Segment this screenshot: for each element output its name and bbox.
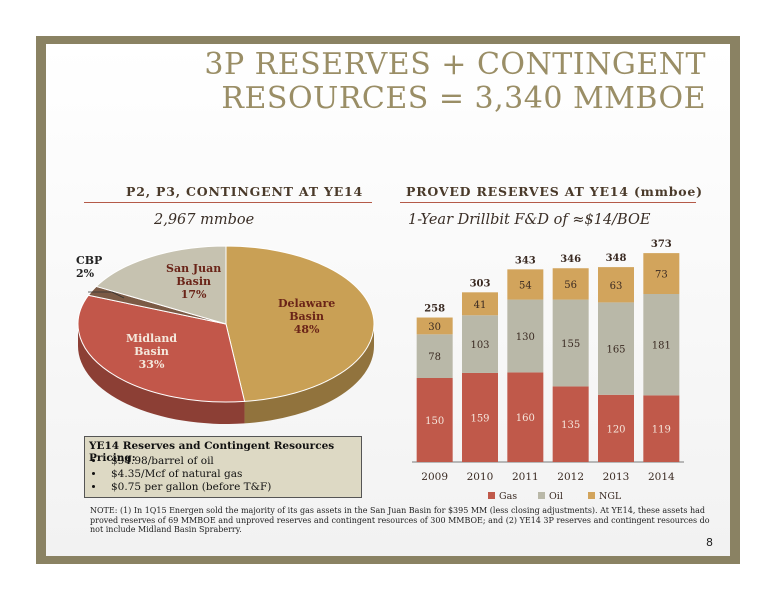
pie-label-cbp-pct: 2% — [76, 267, 95, 280]
bar-gas-2009 — [416, 378, 453, 462]
pricing-list: $94.98/barrel of oil $4.35/Mcf of natura… — [85, 455, 271, 494]
data-label-ngl-2009: 30 — [428, 322, 441, 333]
pie-label-midland-pct: 33% — [138, 358, 165, 371]
bar-gas-2013 — [598, 394, 634, 462]
cbp-leader-arrow — [111, 291, 125, 299]
x-tick-label-2014: 2014 — [648, 471, 675, 483]
bar-gas-2010 — [462, 372, 498, 462]
data-label-gas-2014: 119 — [652, 425, 671, 436]
data-label-gas-2013: 120 — [606, 424, 625, 435]
pie-label-san-juan-pct: 17% — [180, 288, 207, 301]
data-label-oil-2013: 165 — [606, 345, 625, 356]
slide-title: 3P RESERVES + CONTINGENT RESOURCES = 3,3… — [46, 48, 706, 116]
legend-swatch-oil — [538, 492, 545, 499]
right-section-subheading: 1-Year Drillbit F&D of ≈$14/BOE — [408, 212, 651, 228]
pie-label-san-juan: San Juan Basin 17% — [166, 262, 221, 301]
pricing-heading: YE14 Reserves and Contingent Resources P… — [89, 440, 335, 464]
legend-label-oil: Oil — [549, 491, 563, 502]
left-section-heading: P2, P3, CONTINGENT AT YE14 — [126, 184, 364, 199]
slide: 3P RESERVES + CONTINGENT RESOURCES = 3,3… — [46, 44, 730, 556]
pie-slice-0 — [225, 245, 375, 402]
right-heading-rule — [400, 202, 696, 203]
pie-label-delaware-pct: 48% — [293, 323, 320, 336]
bar-gas-2011 — [507, 372, 544, 462]
pie-label-delaware-line2: Basin — [289, 310, 325, 323]
data-label-oil-2011: 130 — [516, 332, 535, 343]
total-label-2013: 348 — [606, 253, 627, 264]
pie-label-midland: Midland Basin 33% — [126, 332, 177, 371]
bar-oil-2011 — [507, 299, 544, 373]
pie-label-san-juan-line2: Basin — [176, 275, 212, 288]
data-label-oil-2012: 155 — [561, 339, 580, 350]
bar-ngl-2011 — [507, 269, 544, 300]
x-tick-label-2012: 2012 — [557, 471, 584, 483]
pie-label-delaware-line1: Delaware — [278, 297, 336, 310]
pie-label-midland-line2: Basin — [134, 345, 169, 358]
bar-gas-2014 — [643, 395, 680, 462]
data-label-oil-2010: 103 — [470, 340, 489, 351]
x-tick-label-2010: 2010 — [467, 471, 494, 483]
bar-ngl-2010 — [462, 292, 498, 316]
page-number: 8 — [706, 536, 713, 549]
total-label-2012: 346 — [560, 254, 581, 265]
data-label-ngl-2013: 63 — [610, 281, 623, 292]
pie-slice-3 — [95, 245, 227, 325]
data-label-ngl-2012: 56 — [564, 280, 577, 291]
legend-swatch-ngl — [588, 492, 595, 499]
data-label-gas-2010: 159 — [470, 413, 489, 424]
left-heading-rule — [84, 202, 372, 203]
x-tick-label-2013: 2013 — [603, 471, 630, 483]
right-section-heading: PROVED RESERVES AT YE14 (mmboe) — [406, 184, 703, 199]
title-line-1: 3P RESERVES + CONTINGENT — [204, 47, 706, 82]
data-label-ngl-2011: 54 — [519, 280, 532, 291]
pricing-item-gas: $4.35/Mcf of natural gas — [105, 468, 271, 481]
pie-chart — [77, 245, 375, 424]
total-label-2011: 343 — [515, 255, 536, 266]
bar-ngl-2012 — [552, 268, 589, 300]
x-tick-label-2009: 2009 — [421, 471, 448, 483]
pie-slices — [77, 245, 375, 424]
left-section-subheading: 2,967 mmboe — [154, 212, 255, 228]
pricing-item-oil: $94.98/barrel of oil — [105, 455, 271, 468]
data-label-gas-2012: 135 — [561, 420, 580, 431]
pie-label-midland-line1: Midland — [126, 332, 178, 345]
pie-side-1 — [78, 324, 245, 424]
bar-ngl-2009 — [416, 317, 453, 335]
x-tick-label-2011: 2011 — [512, 471, 539, 483]
data-label-ngl-2010: 41 — [474, 300, 487, 311]
data-label-ngl-2014: 73 — [655, 270, 668, 281]
legend-label-ngl: NGL — [599, 491, 622, 502]
pie-slice-1 — [77, 294, 246, 403]
pie-label-cbp: CBP 2% — [76, 254, 102, 280]
data-label-oil-2014: 181 — [652, 341, 671, 352]
legend-label-gas: Gas — [499, 491, 517, 502]
footnote: NOTE: (1) In 1Q15 Energen sold the major… — [90, 506, 710, 534]
bar-oil-2012 — [552, 299, 589, 387]
total-label-2010: 303 — [470, 278, 491, 289]
legend-swatch-gas — [488, 492, 495, 499]
pie-side-0 — [244, 324, 374, 424]
bar-oil-2009 — [416, 334, 453, 378]
pie-label-cbp-line1: CBP — [76, 254, 103, 267]
total-label-2009: 258 — [424, 304, 445, 315]
pricing-item-ngl: $0.75 per gallon (before T&F) — [105, 481, 271, 494]
bar-oil-2013 — [598, 302, 634, 395]
bar-ngl-2014 — [643, 253, 680, 294]
title-line-2: RESOURCES = 3,340 MMBOE — [221, 81, 706, 116]
data-label-gas-2009: 150 — [425, 416, 444, 427]
pricing-box: YE14 Reserves and Contingent Resources P… — [84, 436, 362, 498]
data-label-gas-2011: 160 — [516, 413, 535, 424]
pie-label-san-juan-line1: San Juan — [166, 262, 222, 275]
bar-oil-2014 — [643, 294, 680, 396]
bar-ngl-2013 — [598, 267, 634, 303]
bar-chart: 150 78 30 258 2009 159 103 41 303 2010 160 130 54 343… — [412, 239, 684, 502]
bar-gas-2012 — [552, 386, 589, 462]
data-label-oil-2009: 78 — [428, 352, 441, 363]
bar-oil-2010 — [462, 315, 498, 373]
pie-label-delaware: Delaware Basin 48% — [278, 297, 335, 336]
total-label-2014: 373 — [651, 239, 672, 250]
